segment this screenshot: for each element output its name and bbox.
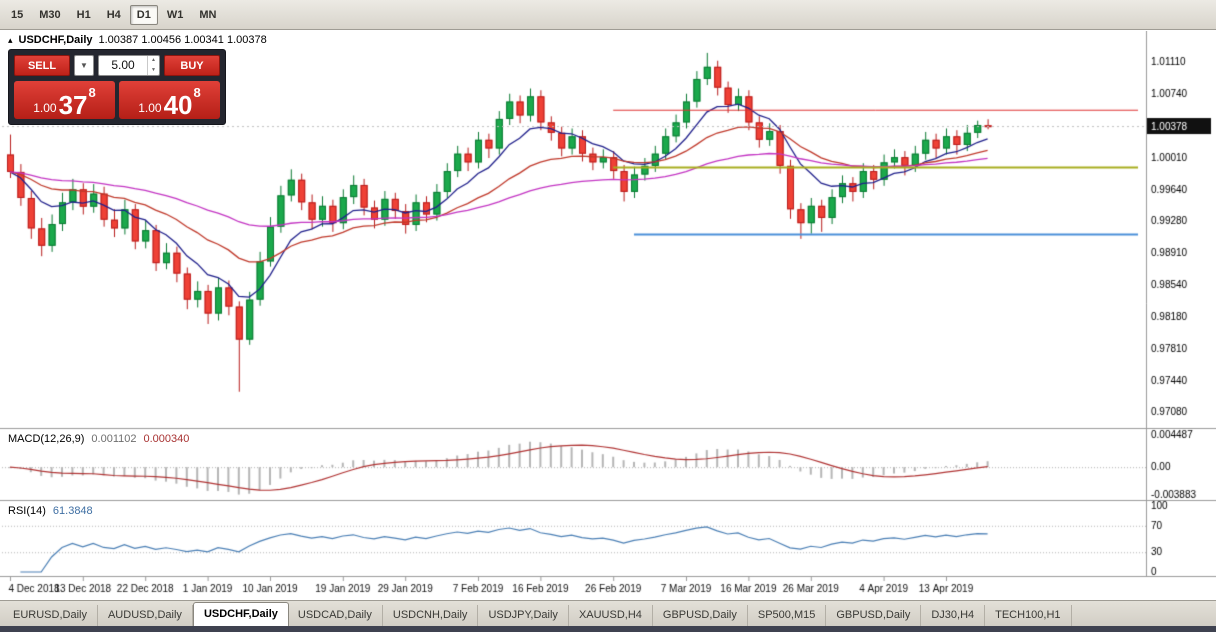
rsi-name: RSI(14) (8, 505, 46, 517)
timeframe-button-h4[interactable]: H4 (100, 5, 128, 25)
collapse-arrow-icon: ▴ (8, 34, 13, 45)
chart-tab-5-usdjpy-daily[interactable]: USDJPY,Daily (478, 605, 569, 626)
chart-ohlc-values: 1.00387 1.00456 1.00341 1.00378 (98, 34, 267, 46)
chart-tab-6-xauusd-h4[interactable]: XAUUSD,H4 (569, 605, 653, 626)
volume-stepper: ▲ ▼ (147, 56, 159, 75)
one-click-trading-panel: SELL ▼ 5.00 ▲ ▼ BUY 1.00 37 8 1.00 40 (8, 49, 226, 125)
sell-button[interactable]: SELL (14, 55, 70, 76)
volume-decrease-button[interactable]: ▼ (151, 66, 156, 73)
chart-header: ▴ USDCHF,Daily 1.00387 1.00456 1.00341 1… (8, 32, 267, 48)
chart-symbol-title: USDCHF,Daily (18, 34, 93, 46)
timeframe-button-h1[interactable]: H1 (70, 5, 98, 25)
rsi-value: 61.3848 (52, 505, 93, 517)
chart-tab-4-usdcnh-daily[interactable]: USDCNH,Daily (383, 605, 479, 626)
macd-indicator-label: MACD(12,26,9) 0.001102 0.000340 (8, 433, 189, 445)
chart-tab-10-dj30-h4[interactable]: DJ30,H4 (921, 605, 986, 626)
volume-field[interactable]: 5.00 ▲ ▼ (98, 55, 160, 76)
sell-quote-panel[interactable]: 1.00 37 8 (14, 81, 115, 119)
chart-canvas[interactable] (0, 31, 1216, 599)
timeframe-button-15[interactable]: 15 (4, 5, 30, 25)
chart-tabs-bar: EURUSD,Daily AUDUSD,Daily USDCHF,Daily USDC… (0, 600, 1216, 626)
buy-price-pipette: 8 (193, 85, 201, 100)
chart-tab-11-tech100-h1[interactable]: TECH100,H1 (985, 605, 1072, 626)
buy-price-pips: 40 (163, 89, 193, 120)
volume-value: 5.00 (111, 58, 135, 72)
timeframe-button-w1[interactable]: W1 (160, 5, 191, 25)
chart-tab-9-gbpusd-daily[interactable]: GBPUSD,Daily (826, 605, 922, 626)
rsi-indicator-label: RSI(14) 61.3848 (8, 505, 93, 517)
chart-tab-1-audusd-daily[interactable]: AUDUSD,Daily (98, 605, 193, 626)
buy-quote-panel[interactable]: 1.00 40 8 (119, 81, 220, 119)
chart-tab-2-usdchf-daily[interactable]: USDCHF,Daily (192, 602, 289, 626)
chart-tab-0-eurusd-daily[interactable]: EURUSD,Daily (3, 605, 98, 626)
chart-tab-8-sp500-m15[interactable]: SP500,M15 (748, 605, 827, 626)
buy-price-prefix: 1.00 (138, 101, 162, 115)
timeframe-button-d1[interactable]: D1 (129, 4, 158, 25)
chart-tab-3-usdcad-daily[interactable]: USDCAD,Daily (288, 605, 383, 626)
timeframe-button-mn[interactable]: MN (192, 5, 223, 25)
sell-price-pipette: 8 (88, 85, 96, 100)
sell-price-pips: 37 (58, 89, 88, 120)
sell-price-prefix: 1.00 (33, 101, 57, 115)
timeframe-button-m30[interactable]: M30 (32, 5, 67, 25)
macd-main-value: 0.001102 (91, 433, 137, 445)
chart-tab-7-gbpusd-daily[interactable]: GBPUSD,Daily (653, 605, 748, 626)
chevron-down-icon: ▼ (80, 61, 88, 70)
timeframe-toolbar: 15 M30 H1 H4 D1 W1 MN (0, 0, 1216, 30)
buy-button[interactable]: BUY (164, 55, 220, 76)
macd-signal-value: 0.000340 (143, 433, 190, 445)
volume-increase-button[interactable]: ▲ (151, 57, 156, 63)
macd-name: MACD(12,26,9) (8, 433, 85, 445)
chart-window: ▴ USDCHF,Daily 1.00387 1.00456 1.00341 1… (0, 30, 1216, 600)
status-strip (0, 626, 1216, 632)
order-options-dropdown[interactable]: ▼ (74, 55, 94, 76)
